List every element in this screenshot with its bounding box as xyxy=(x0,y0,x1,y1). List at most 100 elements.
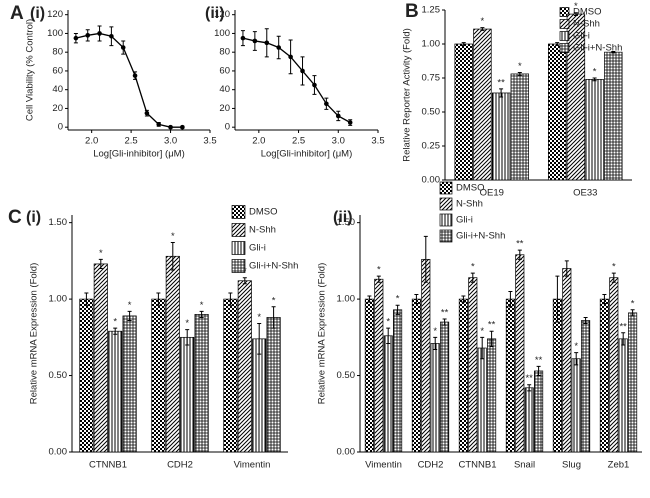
legend-swatch xyxy=(559,19,570,29)
point xyxy=(144,110,150,116)
bar xyxy=(468,277,478,453)
error-bar xyxy=(517,249,522,260)
point xyxy=(276,45,281,50)
y-tick-label: 0.50 xyxy=(422,107,441,118)
bar xyxy=(430,343,440,453)
legend-swatch xyxy=(231,241,246,255)
x-tick-label: 2.5 xyxy=(292,136,305,147)
error-bar xyxy=(480,27,485,31)
legend-swatch xyxy=(439,197,453,211)
error-bar xyxy=(592,77,597,82)
error-bar xyxy=(527,384,532,392)
bar xyxy=(609,277,619,453)
x-tick-label: CTNNB1 xyxy=(458,460,496,471)
error-bar xyxy=(611,272,616,283)
y-tick-label: 1.00 xyxy=(337,294,356,305)
error-bar xyxy=(257,323,262,355)
legend-label: Gli-i+N-Shh xyxy=(456,231,505,242)
error-bar xyxy=(480,336,485,360)
significance: * xyxy=(386,317,390,328)
point xyxy=(132,73,138,78)
legend-swatch xyxy=(231,205,246,219)
significance: * xyxy=(113,317,117,328)
panel-label: A xyxy=(10,3,24,24)
panel-title: (ii) xyxy=(205,5,225,22)
error-bar xyxy=(414,294,419,305)
bar xyxy=(534,370,544,453)
point xyxy=(85,33,91,38)
bar xyxy=(510,73,530,181)
legend-label: Gli-i xyxy=(456,215,473,226)
point xyxy=(240,35,246,41)
y-tick-label: 1.00 xyxy=(49,294,68,305)
bar xyxy=(571,358,581,453)
legend-label: N-Shh xyxy=(573,19,600,30)
bar xyxy=(194,314,209,453)
error-bar xyxy=(242,277,247,285)
x-tick-label: 2.0 xyxy=(252,136,265,147)
x-tick-label: Vimentin xyxy=(234,460,271,471)
significance: * xyxy=(480,326,484,337)
significance: * xyxy=(481,16,485,27)
error-bar xyxy=(517,72,522,76)
x-tick-label: 3.0 xyxy=(332,136,345,147)
x-tick-label: 2.5 xyxy=(125,136,138,147)
bar xyxy=(237,280,252,453)
y-tick-label: 1.25 xyxy=(422,5,441,16)
legend-label: DMSO xyxy=(573,7,602,18)
x-tick-label: 2.0 xyxy=(85,136,98,147)
curve xyxy=(75,32,183,128)
significance: ** xyxy=(516,239,524,250)
legend-label: DMSO xyxy=(456,183,485,194)
significance: ** xyxy=(488,320,496,331)
error-bar xyxy=(508,290,513,308)
bar xyxy=(252,338,267,453)
x-tick-label: CDH2 xyxy=(167,460,193,471)
legend-label: Gli-i+N-Shh xyxy=(573,43,622,54)
y-tick-label: 0.50 xyxy=(49,370,68,381)
y-tick-label: 0.50 xyxy=(337,370,356,381)
y-tick-label: 40 xyxy=(52,84,63,95)
error-bar xyxy=(199,310,204,318)
legend-swatch xyxy=(559,7,570,17)
y-tick-label: 80 xyxy=(219,47,230,58)
panel-title: (i) xyxy=(30,5,45,22)
y-tick-label: 20 xyxy=(52,103,63,114)
point xyxy=(109,33,114,39)
point xyxy=(120,45,126,50)
bar xyxy=(223,298,238,453)
error-bar xyxy=(271,306,276,329)
error-bar xyxy=(602,294,607,305)
significance: * xyxy=(518,61,522,72)
x-tick-label: Zeb1 xyxy=(608,460,630,471)
error-bar xyxy=(536,365,541,377)
y-tick-label: 80 xyxy=(52,47,63,58)
bar xyxy=(618,338,628,453)
y-axis-label: Relative Reporter Activity (Fold) xyxy=(402,28,413,162)
legend-label: DMSO xyxy=(249,207,278,218)
legend-label: Gli-i xyxy=(249,243,266,254)
y-tick-label: 1.00 xyxy=(422,39,441,50)
y-tick-label: 1.50 xyxy=(49,217,68,228)
x-tick-label: Vimentin xyxy=(365,460,402,471)
significance: * xyxy=(574,341,578,352)
bar xyxy=(151,298,166,453)
significance: * xyxy=(593,67,597,78)
y-tick-label: 100 xyxy=(47,28,63,39)
error-bar xyxy=(127,310,132,322)
error-bar xyxy=(461,42,466,46)
bar xyxy=(604,51,623,181)
point xyxy=(312,82,317,88)
point xyxy=(264,40,270,46)
significance: * xyxy=(171,231,175,242)
significance: ** xyxy=(535,355,543,366)
legend-swatch xyxy=(439,181,453,195)
significance: * xyxy=(433,326,437,337)
x-axis-label: Log[Gli-inhibitor] (μM) xyxy=(93,149,185,160)
y-axis-label: Cell Viability (% Control) xyxy=(25,19,36,121)
error-bar xyxy=(156,292,161,306)
significance: * xyxy=(128,300,132,311)
significance: ** xyxy=(497,77,505,88)
y-tick-label: 0.00 xyxy=(49,447,68,458)
